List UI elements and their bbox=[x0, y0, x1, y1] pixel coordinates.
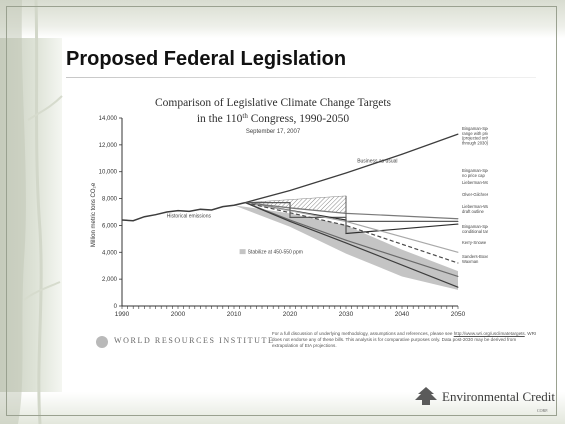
x-tick-label: 2030 bbox=[339, 311, 354, 318]
legend-label: draft outline bbox=[462, 209, 485, 214]
y-tick-label: 4,000 bbox=[102, 250, 118, 256]
series-line bbox=[245, 202, 459, 253]
stabilize-swatch bbox=[239, 249, 246, 255]
series-line bbox=[245, 201, 458, 222]
data-point bbox=[289, 220, 291, 222]
company-corp: CORP. bbox=[537, 408, 549, 413]
legend-label: no price cap bbox=[462, 173, 485, 178]
chart-title-line2-sup: th bbox=[242, 112, 248, 120]
series-line bbox=[244, 202, 459, 278]
data-point bbox=[289, 190, 291, 192]
note-link: http://www.wri.org/usclimatetargets bbox=[453, 331, 525, 336]
series-line bbox=[245, 133, 459, 204]
data-point bbox=[166, 211, 168, 213]
legend-label: Waxman bbox=[462, 259, 479, 264]
data-point bbox=[188, 210, 190, 212]
legend-label: conditional target bbox=[462, 229, 488, 234]
methodology-note: For a full discussion of underlying meth… bbox=[272, 331, 542, 349]
legend-label: Bingaman-Specter bbox=[462, 224, 488, 229]
x-tick-label: 1990 bbox=[115, 311, 130, 318]
data-point bbox=[345, 239, 347, 241]
data-point bbox=[222, 206, 224, 208]
x-tick-label: 2020 bbox=[283, 311, 298, 318]
series-line bbox=[245, 202, 459, 264]
y-tick-label: 10,000 bbox=[99, 170, 118, 176]
data-point bbox=[155, 214, 157, 216]
emissions-chart: Comparison of Legislative Climate Change… bbox=[91, 97, 488, 318]
note-text-pre: For a full discussion of underlying meth… bbox=[272, 331, 454, 336]
data-point bbox=[457, 220, 459, 222]
title-divider bbox=[66, 77, 536, 78]
data-point bbox=[211, 209, 213, 211]
data-point bbox=[233, 204, 235, 206]
data-point bbox=[345, 172, 347, 174]
legend-label: range with price cap bbox=[462, 131, 488, 136]
chart-subtitle: September 17, 2007 bbox=[246, 129, 301, 135]
y-tick-label: 6,000 bbox=[102, 223, 118, 229]
data-point bbox=[457, 223, 459, 225]
slide-title: Proposed Federal Legislation bbox=[66, 48, 347, 70]
annotation-stabilize: Stabilize at 450-550 ppm bbox=[248, 250, 303, 256]
x-tick-label: 2050 bbox=[451, 311, 466, 318]
data-point bbox=[457, 286, 459, 288]
series-line bbox=[245, 202, 459, 220]
legend-label: Lieberman-McCain bbox=[462, 180, 488, 185]
y-tick-label: 12,000 bbox=[99, 143, 118, 149]
y-axis-label: Million metric tons CO₂e bbox=[91, 182, 97, 247]
series-line bbox=[121, 201, 246, 222]
wri-name: WORLD RESOURCES INSTITUTE bbox=[114, 336, 275, 345]
data-point bbox=[177, 210, 179, 212]
data-point bbox=[457, 251, 459, 253]
legend-label: through 2030) bbox=[462, 140, 488, 145]
series-line bbox=[244, 202, 459, 288]
data-point bbox=[457, 275, 459, 277]
data-point bbox=[289, 219, 291, 221]
data-point bbox=[244, 202, 246, 204]
y-tick-label: 2,000 bbox=[102, 277, 118, 283]
legend-label: Sanders-Boxer, bbox=[462, 254, 488, 259]
legend-label: Lieberman-Warner bbox=[462, 204, 488, 209]
data-point bbox=[121, 219, 123, 221]
chart-title: Comparison of Legislative Climate Change… bbox=[155, 97, 392, 109]
x-tick-label: 2010 bbox=[227, 311, 242, 318]
data-point bbox=[199, 208, 201, 210]
data-point bbox=[457, 133, 459, 135]
note-text-post: . WRI does not endorse any of these bill… bbox=[272, 331, 537, 348]
data-point bbox=[457, 218, 459, 220]
y-tick-label: 8,000 bbox=[102, 197, 118, 203]
x-tick-label: 2040 bbox=[395, 311, 410, 318]
legend-label: Bingaman-Specter bbox=[462, 168, 488, 173]
data-point bbox=[401, 153, 403, 155]
annotation-bau: Business as usual bbox=[357, 158, 397, 164]
tree-logo-icon bbox=[415, 387, 437, 405]
y-tick-label: 0 bbox=[114, 304, 118, 310]
wri-logo-icon bbox=[96, 336, 108, 348]
chart-title-line2: in the 110th Congress, 1990-2050 bbox=[197, 112, 350, 125]
x-tick-label: 2000 bbox=[171, 311, 186, 318]
slide-frame bbox=[6, 6, 557, 416]
annotation-historical: Historical emissions bbox=[167, 213, 212, 219]
chart-title-line2-pre: in the 110 bbox=[197, 113, 243, 125]
background-bottom-band bbox=[0, 392, 565, 424]
legend-label: Kerry-Snowe bbox=[462, 240, 487, 245]
data-point bbox=[132, 220, 134, 222]
plot-area: 0 2,000 4,000 6,000 8,000 10,000 12,000 14,000 1… bbox=[99, 116, 466, 318]
data-point bbox=[143, 216, 145, 218]
y-tick-label: 14,000 bbox=[99, 116, 118, 122]
legend: Bingaman-Specterrange with price cap(pro… bbox=[462, 126, 488, 264]
company-name: Environmental Credit bbox=[442, 389, 556, 404]
legend-label: Bingaman-Specter bbox=[462, 126, 488, 131]
data-point bbox=[457, 262, 459, 264]
data-point bbox=[345, 242, 347, 244]
band-area bbox=[234, 205, 458, 290]
legend-label: Olver-Gilchrest bbox=[462, 192, 488, 197]
chart-title-line2-post: Congress, 1990-2050 bbox=[248, 113, 350, 125]
legend-label: (projected only bbox=[462, 136, 488, 141]
